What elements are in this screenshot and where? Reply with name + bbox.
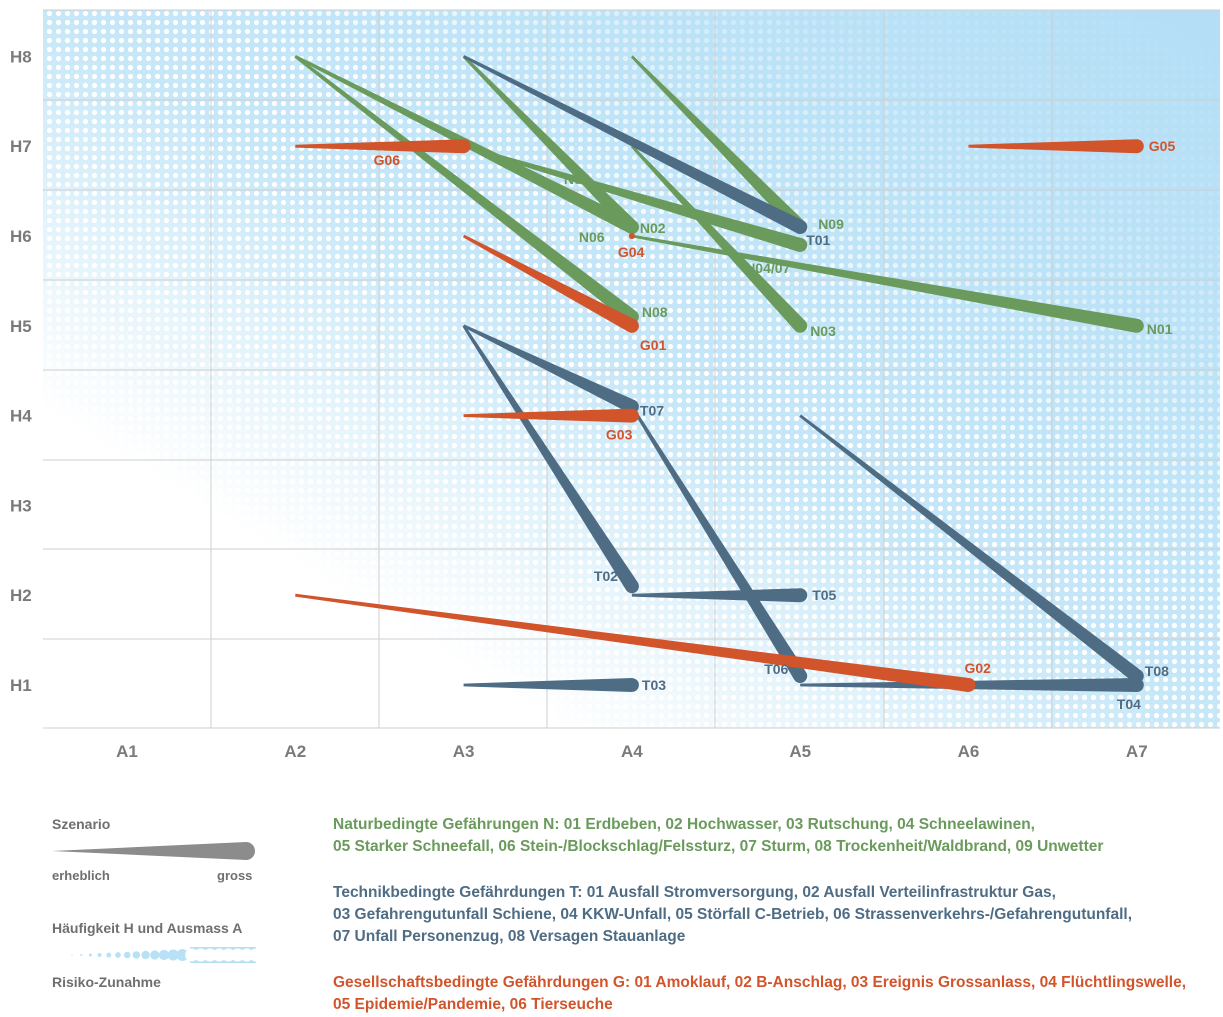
scenario-segment-g05 [968, 139, 1144, 154]
scenario-label: G06 [374, 152, 401, 168]
scenario-segment-t07 [462, 324, 639, 414]
y-tick-label: H2 [10, 586, 32, 605]
legend-dot [249, 948, 256, 962]
scenario-segment-t02 [462, 325, 639, 594]
scenario-segment-n03 [630, 145, 808, 333]
scenario-segment-n09 [630, 55, 808, 235]
scenario-label: N03 [810, 323, 836, 339]
x-tick-label: A7 [1126, 742, 1148, 761]
legend-risk-gradient [50, 947, 256, 963]
category-technical-line1: Technikbedingte Gefährdungen T: 01 Ausfa… [333, 884, 1056, 901]
legend-dot [150, 950, 160, 960]
legend-dot [80, 953, 83, 957]
scenario-segment-t05 [631, 588, 808, 603]
scenario-label: N09 [818, 216, 844, 232]
legend-dot [132, 951, 141, 959]
legend-dot [141, 950, 150, 960]
scenario-label: N01 [1147, 321, 1173, 337]
x-tick-label: A4 [621, 742, 643, 761]
scenario-label: G03 [606, 427, 633, 443]
scenario-label: G01 [640, 337, 667, 353]
category-social: Gesellschaftsbedingte Gefährdungen G: 01… [333, 972, 1213, 1016]
legend-dot [158, 949, 170, 961]
category-social-line1: Gesellschaftsbedingte Gefährdungen G: 01… [333, 974, 1187, 991]
scenario-segment-g06 [295, 139, 471, 154]
legend-dot [167, 949, 179, 961]
category-natural-line1: Naturbedingte Gefährungen N: 01 Erdbeben… [333, 816, 1035, 833]
category-technical-line2: 03 Gefahrengutunfall Schiene, 04 KKW-Unf… [333, 906, 1132, 923]
scenario-segment-g01 [462, 234, 639, 333]
scenario-label: N02 [640, 220, 666, 236]
legend-dot [203, 948, 217, 962]
category-technical-line3: 07 Unfall Personenzug, 08 Versagen Staua… [333, 928, 686, 945]
legend-dot [176, 949, 189, 961]
legend-dot [231, 948, 245, 962]
legend-dot [212, 948, 226, 962]
scenario-label: N04/07 [745, 260, 790, 276]
legend-dot [221, 948, 235, 962]
y-tick-label: H7 [10, 137, 32, 156]
scenario-segment-n04-07 [463, 144, 808, 252]
y-tick-label: H5 [10, 317, 32, 336]
legend-dot [88, 953, 92, 957]
legend-scenario-high: gross [217, 868, 253, 883]
x-tick-label: A1 [116, 742, 138, 761]
scenario-label: G05 [1149, 138, 1176, 154]
x-tick-label: A5 [789, 742, 811, 761]
category-natural-line2: 05 Starker Schneefall, 06 Stein-/Blocksc… [333, 838, 1104, 855]
y-tick-label: H4 [10, 407, 32, 426]
legend-dot [194, 948, 208, 962]
legend-dot [106, 952, 112, 958]
scenario-label: G02 [965, 660, 992, 676]
legend-dot [240, 948, 254, 962]
scenario-label: T04 [1117, 696, 1141, 712]
x-tick-label: A3 [453, 742, 475, 761]
legend-scenario-title: Szenario [52, 816, 111, 832]
legend-hfa-title: Häufigkeit H und Ausmass A [52, 920, 243, 936]
scenario-label: T07 [640, 403, 664, 419]
scenario-label: T05 [812, 587, 836, 603]
legend-scenario-shape [52, 842, 255, 860]
legend-dot [115, 952, 121, 958]
legend-dot [185, 948, 199, 962]
y-tick-label: H3 [10, 496, 32, 515]
y-tick-label: H1 [10, 676, 32, 695]
scenario-segment-t03 [463, 678, 639, 692]
scenario-label: G04 [618, 244, 645, 260]
scenario-segment-n05 [462, 55, 639, 235]
legend-dot [97, 953, 102, 957]
scenario-segment-t01 [462, 55, 808, 235]
scenario-label: T03 [642, 677, 666, 693]
risk-matrix-chart: A1 A2 A3 A4 A5 A6 A7 H1 H2 H3 H4 H5 H6 H7 H8 N01 N02 N03… [10, 9, 1220, 761]
category-natural: Naturbedingte Gefährungen N: 01 Erdbeben… [333, 814, 1213, 858]
scenario-segment-n01 [631, 234, 1144, 333]
scenario-segment-g03 [463, 408, 639, 423]
x-tick-label: A6 [958, 742, 980, 761]
scenario-label: T08 [1145, 663, 1169, 679]
scenario-segment-t08 [799, 414, 1144, 684]
scenario-label: T06 [764, 661, 788, 677]
legend-scenario-low: erheblich [52, 868, 110, 883]
scenario-label: N08 [642, 304, 668, 320]
legend-dot [123, 951, 131, 959]
category-technical: Technikbedingte Gefährdungen T: 01 Ausfa… [333, 882, 1213, 948]
y-tick-label: H6 [10, 227, 32, 246]
scenario-segment-n08 [294, 55, 639, 324]
scenario-segment-g04 [628, 233, 635, 239]
scenario-label: T01 [806, 232, 830, 248]
scenario-label: N05 [564, 171, 590, 187]
scenario-segment-g02 [295, 593, 976, 692]
legend-risk-title: Risiko-Zunahme [52, 974, 161, 990]
scenario-label: T02 [594, 568, 618, 584]
category-social-line2: 05 Epidemie/Pandemie, 06 Tierseuche [333, 996, 613, 1013]
legend-dot [71, 954, 73, 956]
scenario-segment-t06 [630, 405, 808, 684]
scenario-label: N06 [579, 229, 605, 245]
y-tick-label: H8 [10, 47, 32, 66]
halftone-dots [43, 10, 1220, 728]
x-tick-label: A2 [284, 742, 306, 761]
